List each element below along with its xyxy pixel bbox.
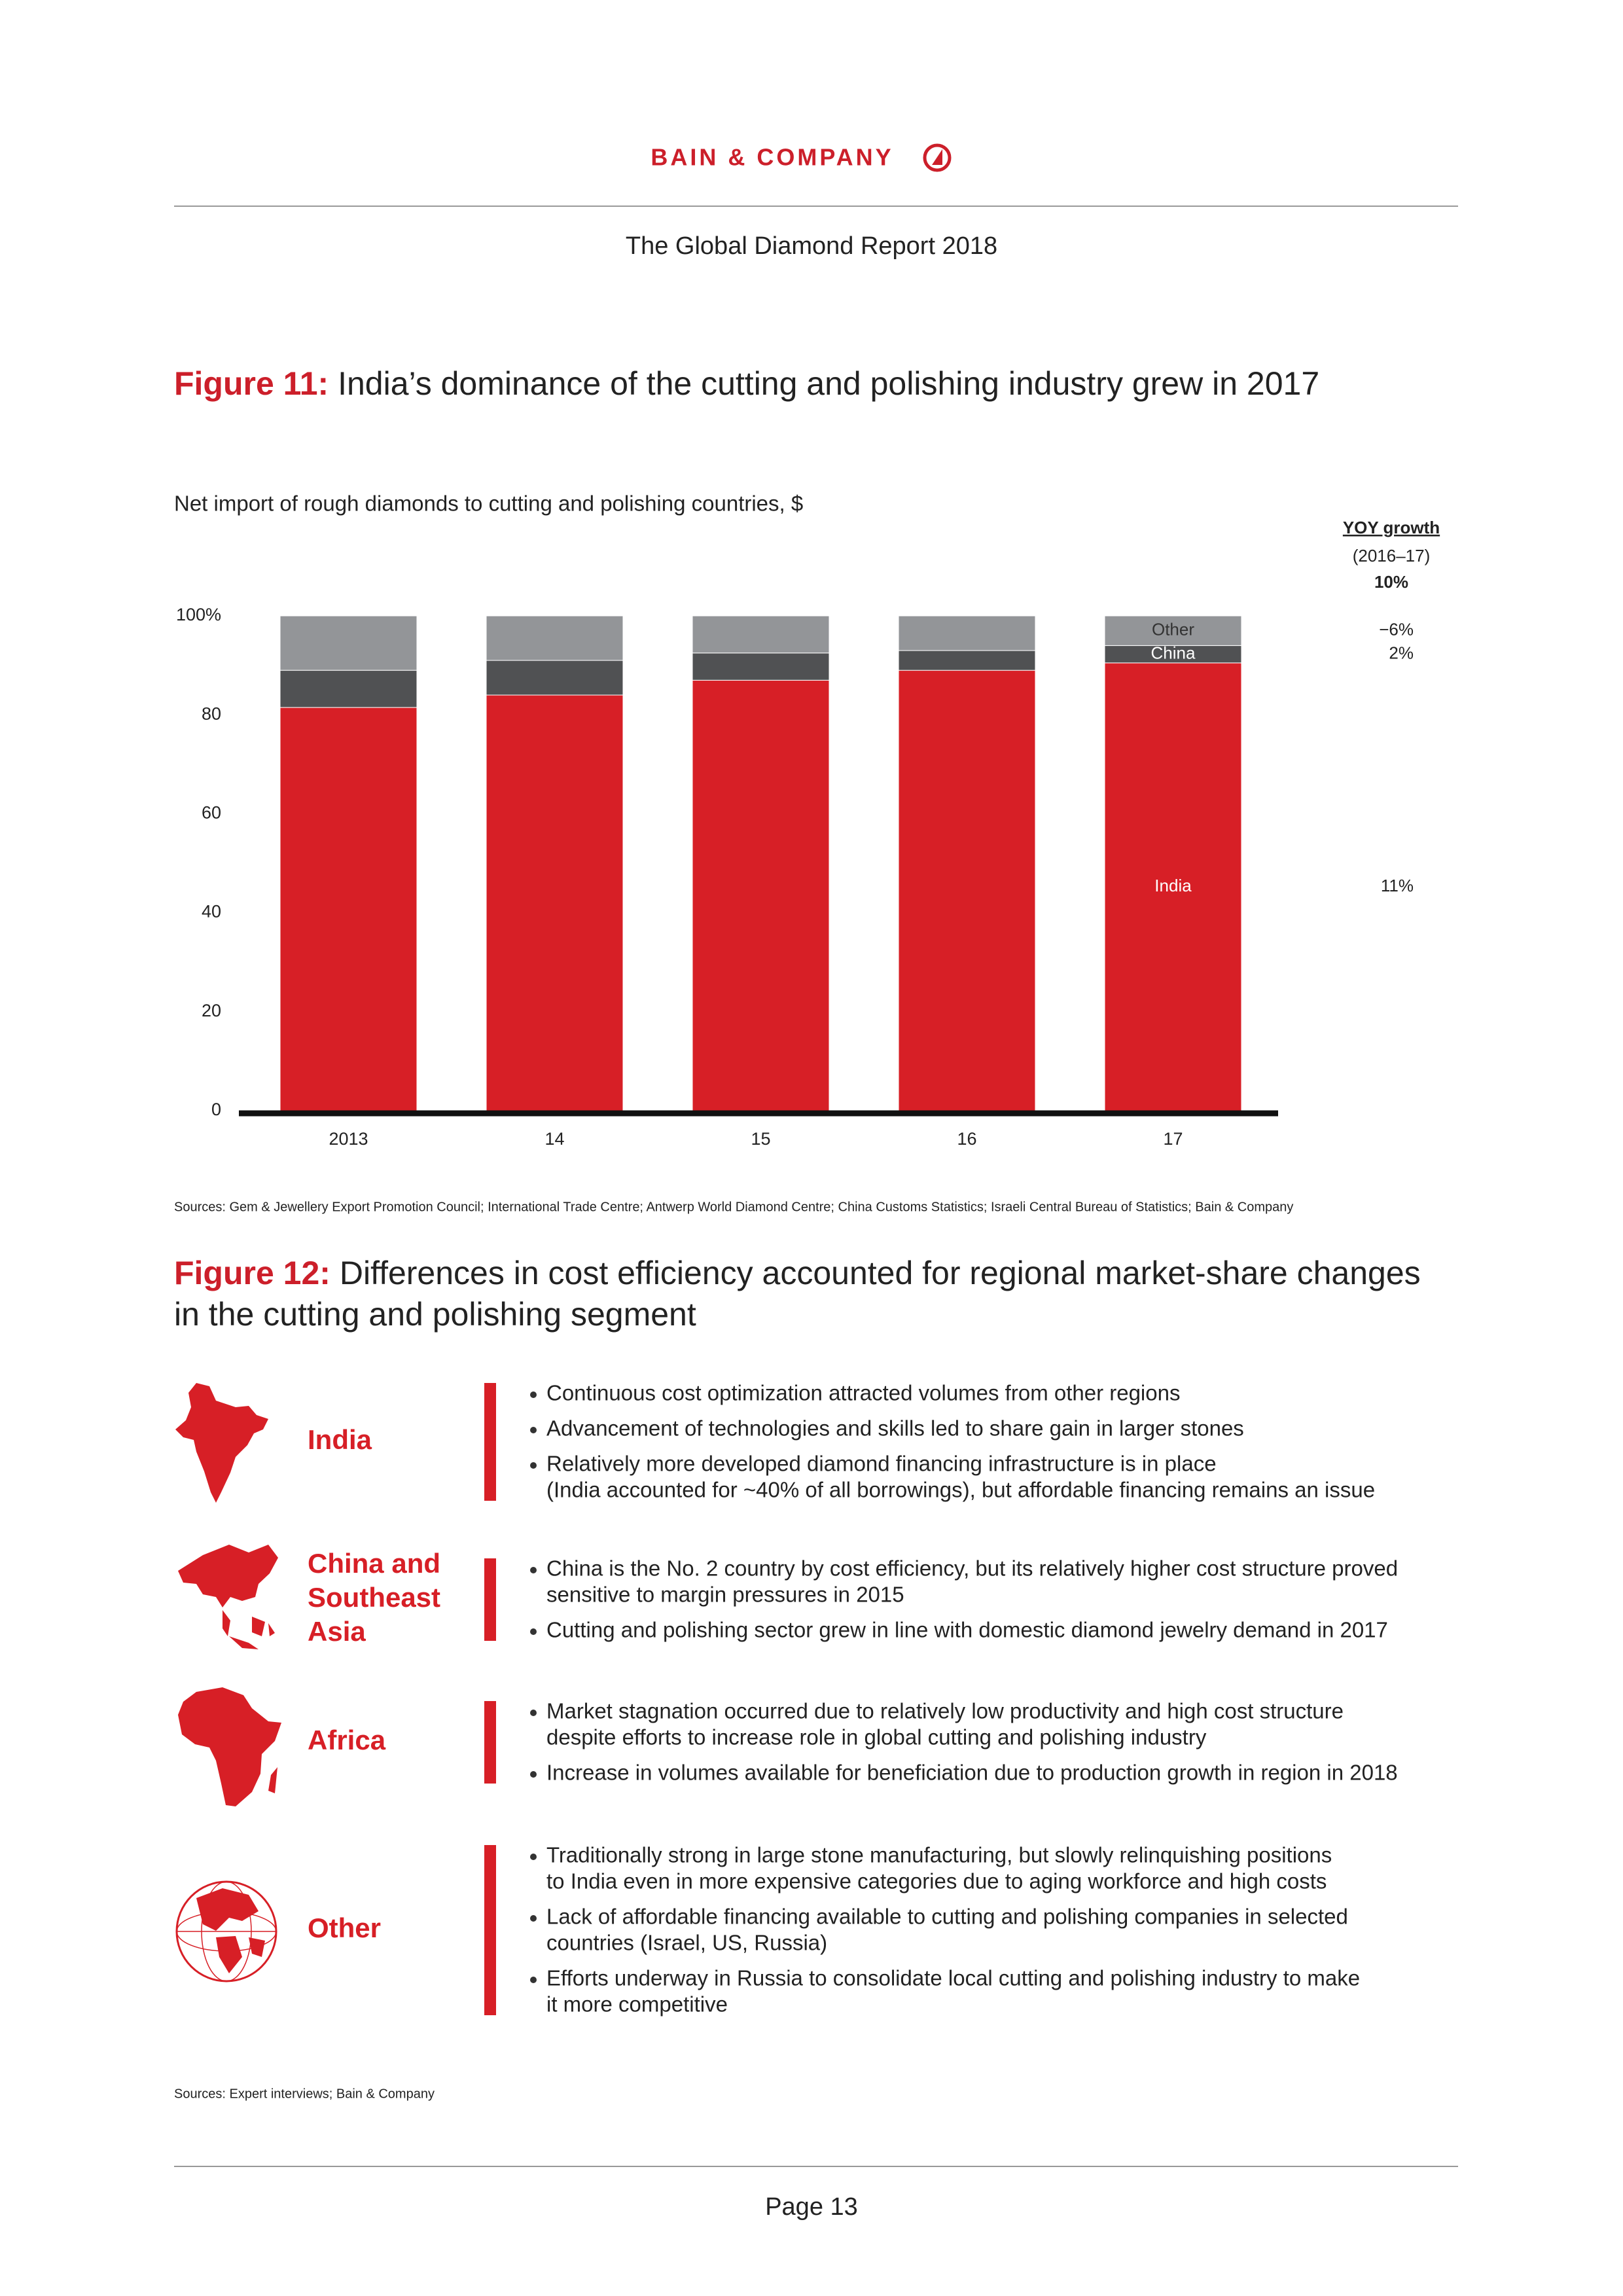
region-name: China and [308,1548,440,1579]
bullet-text: Market stagnation occurred due to relati… [546,1699,1344,1723]
bar-segment [486,660,624,696]
bullet-text: Lack of affordable financing available t… [546,1905,1348,1929]
yoy-label: 11% [1381,876,1414,895]
bar-segment [898,650,1036,671]
segment-label: China [1151,643,1196,662]
y-tick-label: 60 [202,803,221,823]
bullet-dot [530,1977,537,1983]
x-tick-label: 15 [751,1129,770,1149]
bar-segment [898,615,1036,651]
bar-segment [279,615,418,671]
bullet-dot [530,1915,537,1922]
region-name: Southeast [308,1582,440,1613]
bullet-dot [530,1391,537,1398]
bullet-text: Relatively more developed diamond financ… [546,1452,1217,1476]
india-map [175,1383,268,1503]
bullet-dot [530,1628,537,1635]
southeast-asia-map [178,1545,278,1649]
bullet-dot [530,1710,537,1716]
segment-label: India [1154,876,1192,895]
region-bar [484,1845,496,2015]
x-tick-label: 2013 [329,1129,368,1149]
bullet-text: despite efforts to increase role in glob… [546,1725,1207,1749]
y-tick-label: 20 [202,1001,221,1020]
report-title: The Global Diamond Report 2018 [626,232,997,260]
page-number: Page 13 [765,2193,858,2221]
brand-logo [923,143,952,172]
yoy-period: (2016–17) [1353,546,1431,565]
segment-label: Other [1152,620,1194,639]
bullet-text: Advancement of technologies and skills l… [546,1416,1244,1441]
bullet-dot [530,1854,537,1860]
bar-segment [1104,645,1242,664]
bullet-text: China is the No. 2 country by cost effic… [546,1556,1398,1581]
region-name: India [308,1424,372,1455]
chart-subtitle: Net import of rough diamonds to cutting … [174,492,803,516]
bar-segment [692,615,830,654]
bullet-dot [530,1427,537,1433]
y-tick-label: 40 [202,902,221,922]
source-note: Sources: Expert interviews; Bain & Compa… [174,2087,435,2101]
globe-icon [175,1880,277,1982]
bullet-text: to India even in more expensive categori… [546,1869,1327,1893]
y-tick-label: 100% [176,605,221,624]
bar-segment [1104,662,1242,1111]
bullet-text: Cutting and polishing sector grew in lin… [546,1618,1388,1642]
bullet-text: countries (Israel, US, Russia) [546,1931,827,1955]
x-tick-label: 14 [544,1129,564,1149]
bar-segment [692,653,830,681]
bullet-text: Efforts underway in Russia to consolidat… [546,1966,1360,1990]
region-bar [484,1701,496,1784]
yoy-total: 10% [1374,572,1408,592]
yoy-label: −6% [1379,620,1414,639]
x-tick-label: 16 [957,1129,976,1149]
y-tick-label: 80 [202,704,221,723]
region-name: Africa [308,1725,386,1755]
brand: BAIN & COMPANY [651,144,893,171]
figure-label: Figure 12: [174,1255,330,1291]
region-name: Other [308,1912,381,1943]
bullet-text: Increase in volumes available for benefi… [546,1761,1398,1785]
x-tick-label: 17 [1163,1129,1183,1149]
figure-label: Figure 11: [174,365,329,402]
region-bar [484,1383,496,1501]
region-name: Asia [308,1616,366,1647]
yoy-label: 2% [1389,643,1414,662]
bullet-text: it more competitive [546,1992,728,2017]
bar-segment [692,679,830,1111]
bar-segment [486,615,624,661]
figure-title-text: India’s dominance of the cutting and pol… [338,365,1319,402]
bullet-dot [530,1567,537,1573]
bar-segment [1104,615,1242,646]
bullet-text: sensitive to margin pressures in 2015 [546,1583,904,1607]
bar-segment [279,670,418,708]
bar-segment [898,670,1036,1111]
figure-title-text: in the cutting and polishing segment [174,1296,696,1333]
bullet-dot [530,1771,537,1778]
y-tick-label: 0 [211,1100,221,1119]
source-note: Sources: Gem & Jewellery Export Promotio… [174,1200,1293,1214]
bullet-text: Traditionally strong in large stone manu… [546,1843,1332,1867]
region-bar [484,1558,496,1641]
figure-title: Figure 11: India’s dominance of the cutt… [174,365,1319,402]
bar-segment [279,707,418,1111]
bar-segment [486,694,624,1111]
figure-title-text: Differences in cost efficiency accounted… [340,1255,1421,1291]
figure-title: Figure 12: Differences in cost efficienc… [174,1255,1421,1291]
yoy-title: YOY growth [1343,518,1440,537]
bullet-text: (India accounted for ~40% of all borrowi… [546,1478,1375,1502]
bullet-text: Continuous cost optimization attracted v… [546,1381,1180,1405]
africa-map [178,1687,281,1806]
bullet-dot [530,1462,537,1469]
